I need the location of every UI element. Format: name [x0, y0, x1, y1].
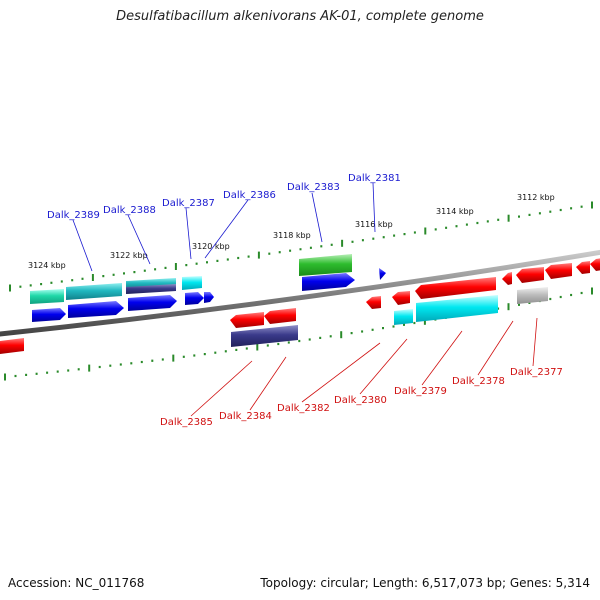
gene-arrow [590, 258, 600, 271]
gene-arrow [68, 301, 124, 318]
gene-arrow [264, 308, 296, 324]
gene-label-dalk-2385: Dalk_2385 [160, 417, 213, 428]
gene-label-dalk-2386: Dalk_2386 [223, 190, 276, 201]
lower-scale-ticks [4, 287, 593, 381]
gene-arrow [415, 277, 496, 299]
gene-arrow [204, 292, 214, 303]
feature-bar [231, 325, 298, 347]
feature-bar [517, 287, 548, 304]
scale-label-3114: 3114 kbp [436, 207, 474, 216]
feature-lane-bottom [0, 277, 548, 354]
gene-label-dalk-2381: Dalk_2381 [348, 173, 401, 184]
gene-arrow [302, 273, 355, 291]
genome-backbone [0, 249, 600, 337]
scale-label-3122: 3122 kbp [110, 251, 148, 260]
scale-label-3118: 3118 kbp [273, 231, 311, 240]
feature-bar [182, 276, 202, 290]
gene-arrow [545, 263, 572, 279]
gene-arrow [366, 296, 381, 309]
feature-lane-right-upper [502, 258, 600, 285]
map-title: Desulfatibacillum alkenivorans AK-01, co… [116, 9, 484, 24]
bottom-leader-lines [190, 317, 538, 417]
top-leader-lines [72, 182, 376, 272]
gene-label-dalk-2378: Dalk_2378 [452, 376, 505, 387]
feature-bar [126, 284, 176, 294]
scale-label-3120: 3120 kbp [192, 242, 230, 251]
feature-bar [30, 289, 64, 304]
gene-label-dalk-2387: Dalk_2387 [162, 198, 215, 209]
feature-bar [416, 295, 498, 322]
gene-arrow [502, 272, 512, 285]
gene-arrow [392, 291, 410, 305]
feature-bar [66, 283, 122, 300]
gene-arrow [576, 261, 590, 274]
gene-label-dalk-2388: Dalk_2388 [103, 205, 156, 216]
scale-label-3116: 3116 kbp [355, 220, 393, 229]
feature-lane-top-2 [32, 268, 386, 322]
gene-arrow [0, 338, 24, 354]
upper-scale-ticks [9, 201, 593, 292]
gene-label-dalk-2380: Dalk_2380 [334, 395, 387, 406]
gene-arrow [379, 268, 386, 280]
feature-bar [299, 254, 352, 276]
gene-arrow [516, 267, 544, 283]
gene-label-dalk-2382: Dalk_2382 [277, 403, 330, 414]
gene-arrow [32, 308, 66, 322]
gene-arrow [128, 295, 177, 311]
gene-label-dalk-2383: Dalk_2383 [287, 182, 340, 193]
gene-arrow [185, 292, 204, 305]
gene-label-dalk-2379: Dalk_2379 [394, 386, 447, 397]
scale-label-3112: 3112 kbp [517, 193, 555, 202]
feature-lane-top-1 [30, 254, 352, 304]
gene-label-dalk-2389: Dalk_2389 [47, 210, 100, 221]
accession-text: Accession: NC_011768 [8, 576, 145, 590]
gene-arrow [230, 312, 264, 328]
feature-bar [394, 309, 413, 325]
gene-label-dalk-2384: Dalk_2384 [219, 411, 272, 422]
scale-label-3124: 3124 kbp [28, 261, 66, 270]
gene-label-dalk-2377: Dalk_2377 [510, 367, 563, 378]
genome-summary-text: Topology: circular; Length: 6,517,073 bp… [260, 576, 590, 590]
